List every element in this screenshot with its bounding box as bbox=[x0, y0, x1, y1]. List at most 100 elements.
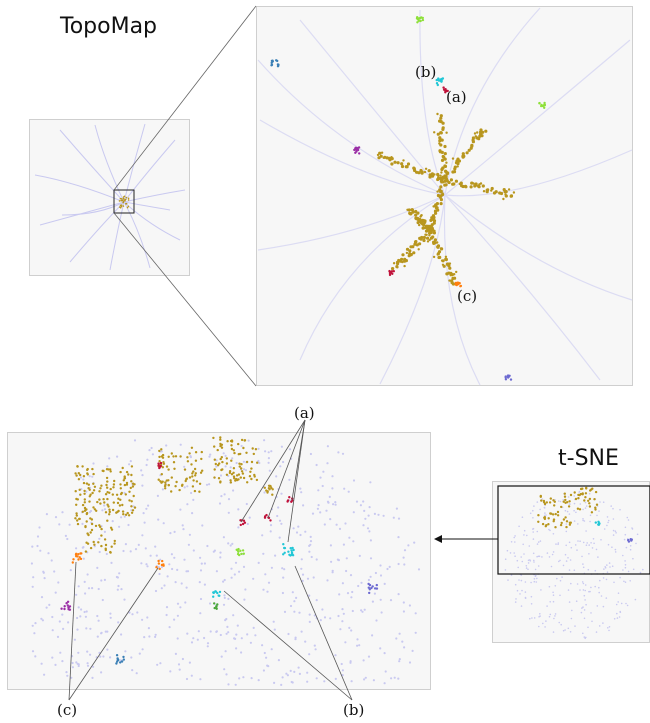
tsne-overview-bg-point bbox=[568, 541, 571, 544]
tsne-background-point bbox=[198, 581, 201, 584]
main-cluster-point bbox=[382, 156, 385, 159]
tsne-cluster-b2 bbox=[218, 590, 222, 594]
tsne-main-cluster bbox=[193, 489, 197, 493]
tsne-main-cluster bbox=[212, 436, 215, 440]
tsne-overview-bg-point bbox=[585, 505, 588, 507]
tsne-main-cluster bbox=[230, 440, 234, 443]
overview-branch bbox=[59, 129, 125, 203]
tsne-background-point bbox=[276, 514, 279, 518]
main-cluster-point bbox=[478, 134, 482, 138]
tsne-background-point bbox=[45, 513, 49, 516]
main-cluster-point bbox=[478, 183, 481, 186]
tsne-main-cluster bbox=[167, 483, 170, 487]
tsne-background-point bbox=[227, 511, 230, 514]
tsne-background-point bbox=[352, 511, 355, 514]
main-cluster-point bbox=[428, 173, 432, 177]
main-cluster-point bbox=[422, 223, 426, 227]
tsne-cluster-a bbox=[157, 464, 160, 467]
tsne-overview-bg-point bbox=[527, 559, 530, 562]
tsne-background-point bbox=[109, 616, 112, 619]
main-cluster-point bbox=[452, 170, 457, 174]
tsne-main-cluster bbox=[193, 467, 197, 471]
tsne-background-point bbox=[99, 655, 102, 658]
tsne-overview-bg-point bbox=[568, 601, 571, 603]
tsne-background-point bbox=[88, 475, 91, 478]
tsne-main-cluster bbox=[75, 503, 78, 506]
main-cluster-point bbox=[450, 281, 454, 285]
tsne-background-point bbox=[41, 619, 45, 622]
tsne-background-point bbox=[257, 679, 260, 682]
tsne-overview-bg-point bbox=[559, 594, 561, 597]
tsne-background-point bbox=[159, 558, 162, 561]
tsne-background-point bbox=[315, 599, 318, 602]
tsne-background-point bbox=[169, 532, 172, 535]
main-cluster-point bbox=[432, 221, 436, 225]
tsne-background-point bbox=[223, 493, 226, 496]
tsne-overview-bg-point bbox=[554, 613, 557, 615]
tsne-overview-bg-point bbox=[536, 543, 539, 545]
tsne-background-point bbox=[176, 568, 179, 572]
tsne-main-cluster bbox=[101, 469, 104, 472]
tsne-background-point bbox=[154, 589, 158, 593]
tsne-background-point bbox=[151, 453, 154, 456]
main-cluster-point bbox=[433, 241, 437, 245]
tsne-background-point bbox=[136, 611, 139, 614]
overview-main-cluster-point bbox=[119, 197, 122, 200]
tsne-overview-bg-point bbox=[514, 541, 516, 543]
tsne-background-point bbox=[310, 555, 313, 559]
main-cluster-point bbox=[436, 132, 440, 136]
main-cluster-point bbox=[479, 128, 483, 132]
tsne-background-point bbox=[45, 606, 48, 609]
tsne-main-cluster bbox=[123, 483, 127, 487]
main-cluster-point bbox=[459, 181, 463, 185]
main-cluster-point bbox=[443, 157, 447, 161]
tsne-background-point bbox=[343, 487, 346, 490]
tsne-overview-bg-point bbox=[579, 503, 582, 505]
tsne-overview-main-cluster bbox=[543, 502, 547, 506]
tsne-overview-bg-point bbox=[558, 560, 560, 563]
tsne-main-cluster bbox=[185, 478, 188, 481]
tsne-background-point bbox=[145, 463, 148, 467]
tsne-background-point bbox=[219, 551, 222, 554]
zoom-cluster-green bbox=[416, 21, 419, 24]
tsne-main-cluster bbox=[167, 455, 170, 458]
tsne-cluster-a bbox=[157, 462, 160, 465]
main-cluster-point bbox=[445, 171, 449, 175]
tsne-cluster-c bbox=[71, 561, 75, 564]
tsne-background-point bbox=[102, 655, 105, 658]
tsne-overview-bg-point bbox=[573, 509, 575, 512]
tsne-background-point bbox=[355, 500, 359, 503]
tsne-overview-main-cluster bbox=[565, 520, 569, 523]
tsne-background-point bbox=[147, 627, 150, 630]
tsne-main-cluster bbox=[83, 492, 86, 495]
tsne-background-point bbox=[289, 604, 293, 608]
main-cluster-point bbox=[455, 270, 458, 274]
zoom-branch bbox=[444, 7, 541, 196]
tsne-background-point bbox=[182, 528, 185, 531]
tsne-background-point bbox=[130, 656, 133, 659]
tsne-background-point bbox=[31, 624, 34, 627]
tsne-overview-main-cluster bbox=[594, 506, 597, 509]
tsne-background-point bbox=[313, 614, 316, 617]
tsne-main-cluster bbox=[194, 474, 197, 477]
tsne-background-point bbox=[348, 626, 351, 630]
tsne-overview-bg-point bbox=[557, 500, 560, 502]
tsne-background-point bbox=[147, 504, 150, 507]
tsne-overview-main-cluster bbox=[577, 497, 580, 500]
tsne-overview-bg-point bbox=[583, 617, 586, 620]
tsne-cluster-green bbox=[238, 553, 241, 557]
tsne-main-cluster bbox=[178, 488, 181, 492]
tsne-overview-bg-point bbox=[573, 569, 576, 571]
tsne-main-cluster bbox=[85, 520, 88, 523]
tsne-main-cluster bbox=[240, 463, 243, 466]
tsne-overview-main-cluster bbox=[564, 498, 567, 502]
tsne-background-point bbox=[98, 550, 101, 554]
tsne-main-cluster bbox=[191, 472, 194, 475]
tsne-background-point bbox=[397, 562, 400, 566]
tsne-main-cluster bbox=[214, 462, 217, 466]
tsne-background-point bbox=[322, 470, 325, 473]
tsne-background-point bbox=[103, 530, 106, 534]
tsne-overview-bg-point bbox=[574, 544, 577, 546]
tsne-background-point bbox=[140, 469, 143, 472]
tsne-background-point bbox=[262, 552, 265, 555]
